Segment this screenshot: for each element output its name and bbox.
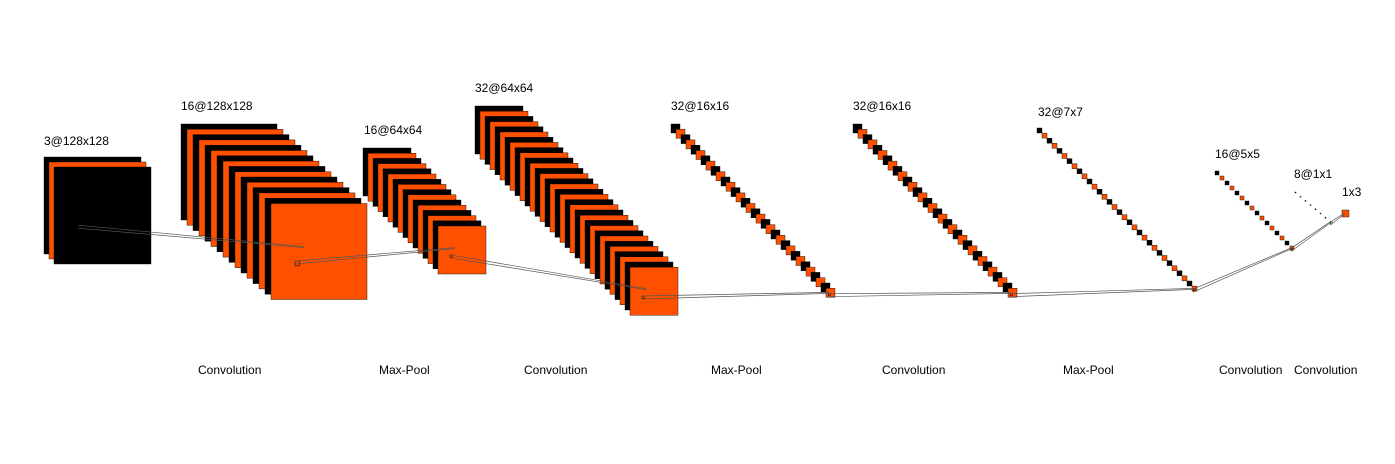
layer-label-conv1: 16@128x128 [181, 99, 253, 113]
layer-label-conv4: 16@5x5 [1215, 147, 1260, 161]
feature-map-conv4-7 [1250, 206, 1254, 210]
feature-map-pool3-13 [1102, 194, 1107, 199]
feature-map-conv4-10 [1265, 221, 1269, 225]
feature-map-conv4-1 [1220, 176, 1224, 180]
feature-map-conv4-3 [1230, 186, 1234, 190]
layer-stack-pool3 [1037, 128, 1197, 291]
feature-map-pool3-21 [1142, 235, 1147, 240]
layer-stack-pool2 [671, 124, 835, 297]
feature-map-pool3-6 [1067, 159, 1072, 164]
layer-stack-conv5 [1295, 192, 1331, 222]
feature-map-conv4-6 [1245, 201, 1249, 205]
operation-label-conv2: Convolution [524, 363, 587, 377]
feature-map-pool3-24 [1157, 250, 1162, 255]
layer-label-conv5: 8@1x1 [1294, 167, 1332, 181]
connector-line-4-a [828, 292, 1011, 293]
layer-label-pool2: 32@16x16 [671, 99, 729, 113]
feature-map-pool3-0 [1037, 128, 1042, 133]
layer-label-output: 1x3 [1342, 185, 1361, 199]
feature-map-pool3-29 [1182, 276, 1187, 281]
connector-line-8-b [1330, 214, 1344, 225]
feature-map-pool3-12 [1097, 189, 1102, 194]
connector-line-7-b [1291, 223, 1330, 252]
feature-map-input-2 [54, 167, 151, 264]
feature-map-pool3-4 [1057, 148, 1062, 153]
feature-map-conv1-15 [271, 204, 367, 300]
layer-label-pool3: 32@7x7 [1038, 105, 1083, 119]
feature-map-pool3-10 [1087, 179, 1092, 184]
feature-map-pool3-30 [1187, 281, 1192, 286]
feature-map-pool3-9 [1082, 174, 1087, 179]
feature-map-pool3-27 [1172, 266, 1177, 271]
feature-map-conv4-9 [1260, 216, 1264, 220]
feature-map-pool3-1 [1042, 133, 1047, 138]
connector-line-6-a [1193, 248, 1291, 289]
feature-map-conv5-5 [1320, 213, 1321, 214]
feature-map-pool3-3 [1052, 143, 1057, 148]
operation-label-pool2: Max-Pool [711, 363, 762, 377]
feature-map-pool3-23 [1152, 245, 1157, 250]
operation-label-pool3: Max-Pool [1063, 363, 1114, 377]
feature-map-conv5-2 [1305, 200, 1306, 201]
feature-map-pool3-19 [1132, 225, 1137, 230]
feature-map-pool3-8 [1077, 169, 1082, 174]
feature-map-pool3-25 [1162, 256, 1167, 261]
feature-map-pool3-5 [1062, 154, 1067, 159]
feature-map-conv5-0 [1295, 192, 1296, 193]
feature-map-pool3-28 [1177, 271, 1182, 276]
feature-map-conv4-14 [1285, 241, 1289, 245]
feature-map-pool3-2 [1047, 138, 1052, 143]
feature-map-conv4-2 [1225, 181, 1229, 185]
layer-stack-conv3 [853, 124, 1017, 297]
feature-map-conv5-4 [1315, 209, 1316, 210]
feature-map-conv4-0 [1215, 171, 1219, 175]
operation-label-conv3: Convolution [882, 363, 945, 377]
feature-map-pool3-20 [1137, 230, 1142, 235]
layer-label-conv3: 32@16x16 [853, 99, 911, 113]
feature-map-conv4-5 [1240, 196, 1244, 200]
feature-map-conv5-3 [1310, 205, 1311, 206]
connector-line-8-a [1330, 213, 1344, 222]
feature-map-conv2-31 [630, 267, 678, 315]
layer-label-pool1: 16@64x64 [364, 123, 422, 137]
layer-stack-output [1342, 210, 1349, 217]
feature-map-pool3-22 [1147, 240, 1152, 245]
feature-map-conv4-11 [1270, 226, 1274, 230]
feature-map-conv4-8 [1255, 211, 1259, 215]
layer-stack-conv4 [1215, 171, 1294, 250]
feature-map-pool3-11 [1092, 184, 1097, 189]
operation-label-conv5: Convolution [1294, 363, 1357, 377]
feature-map-stacks [44, 106, 1349, 315]
layer-stack-pool1 [363, 148, 486, 274]
feature-map-conv5-6 [1325, 217, 1326, 218]
operation-label-pool1: Max-Pool [379, 363, 430, 377]
feature-map-pool3-16 [1117, 210, 1122, 215]
feature-map-pool3-14 [1107, 199, 1112, 204]
feature-map-conv4-4 [1235, 191, 1239, 195]
operation-label-conv1: Convolution [198, 363, 261, 377]
layer-stack-conv1 [181, 124, 367, 300]
connector-line-4-b [828, 293, 1011, 296]
feature-map-output-0 [1342, 210, 1349, 217]
layer-label-input: 3@128x128 [44, 134, 109, 148]
layer-stack-conv2 [475, 106, 678, 315]
operation-label-conv4: Convolution [1219, 363, 1282, 377]
feature-map-pool3-17 [1122, 215, 1127, 220]
connector-line-6-b [1193, 249, 1291, 292]
layer-stack-input [44, 157, 151, 264]
feature-map-pool3-15 [1112, 205, 1117, 210]
connector-line-7-a [1291, 222, 1330, 249]
feature-map-pool3-7 [1072, 164, 1077, 169]
feature-map-pool3-26 [1167, 261, 1172, 266]
feature-map-conv4-13 [1280, 236, 1284, 240]
feature-map-conv5-1 [1300, 196, 1301, 197]
feature-map-pool1-15 [438, 226, 486, 274]
feature-map-conv4-12 [1275, 231, 1279, 235]
feature-map-pool3-18 [1127, 220, 1132, 225]
layer-label-conv2: 32@64x64 [475, 81, 533, 95]
